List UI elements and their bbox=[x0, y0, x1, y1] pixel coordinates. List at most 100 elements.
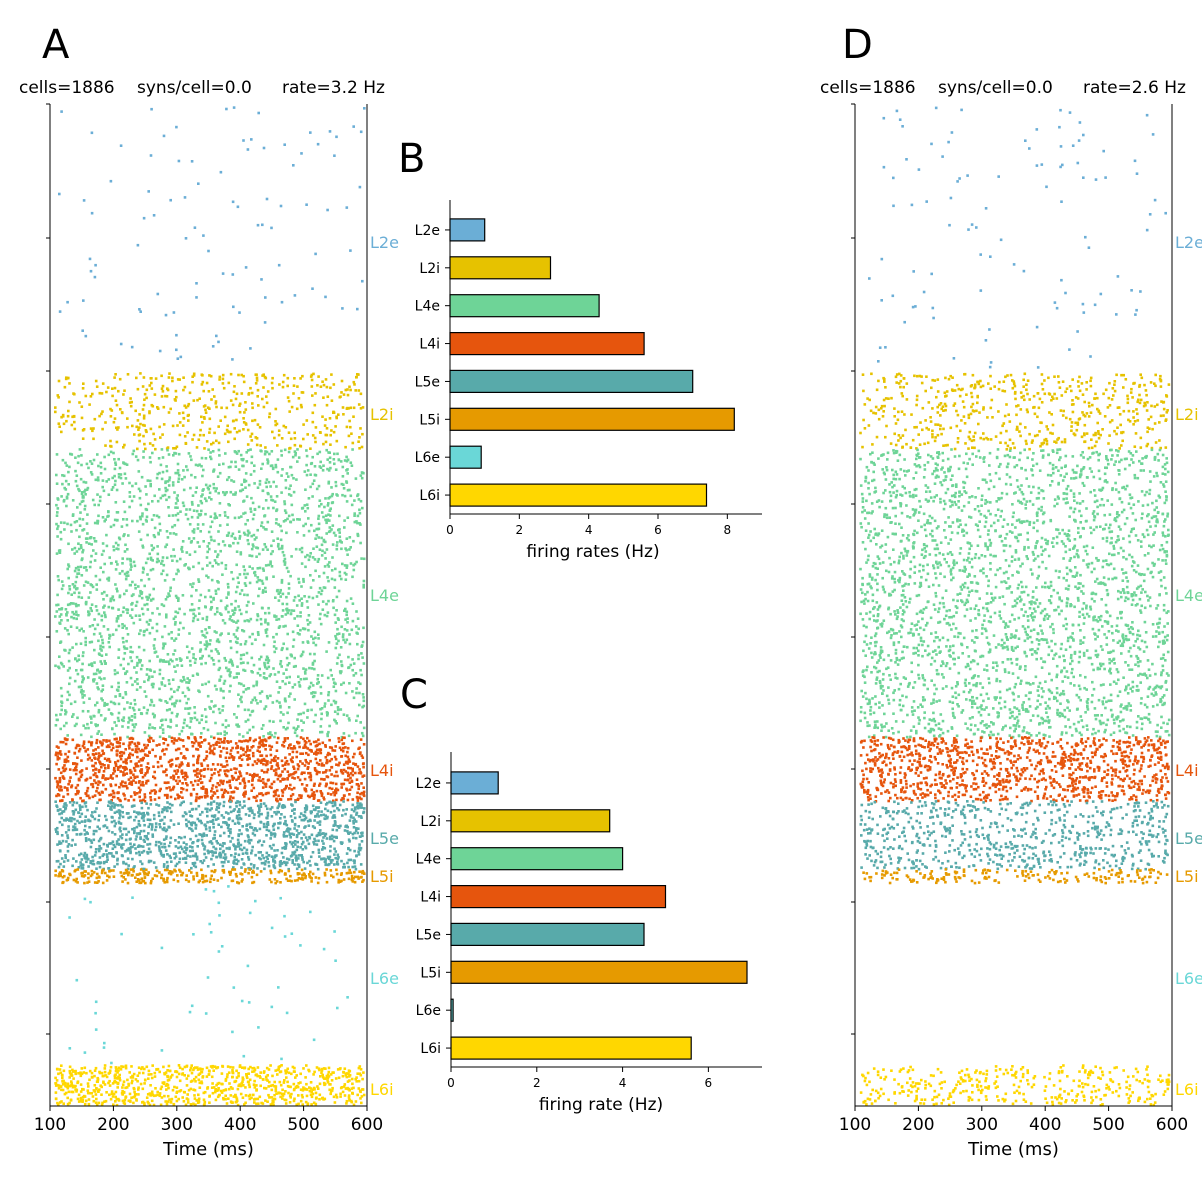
spike-dot bbox=[242, 500, 245, 503]
spike-dot bbox=[119, 829, 122, 833]
spike-dot bbox=[76, 792, 80, 795]
spike-dot bbox=[301, 506, 305, 510]
spike-dot bbox=[240, 612, 243, 616]
spike-dot bbox=[336, 706, 340, 709]
spike-dot bbox=[163, 815, 166, 819]
spike-dot bbox=[316, 812, 319, 816]
spike-dot bbox=[235, 746, 238, 750]
spike-dot bbox=[346, 553, 349, 556]
spike-dot bbox=[67, 542, 70, 546]
spike-dot bbox=[98, 499, 102, 503]
spike-dot bbox=[135, 792, 139, 795]
spike-dot bbox=[340, 660, 343, 663]
spike-dot bbox=[291, 756, 294, 759]
spike-dot bbox=[158, 672, 162, 676]
spike-dot bbox=[130, 805, 134, 808]
spike-dot bbox=[213, 395, 216, 398]
spike-dot bbox=[75, 528, 78, 532]
spike-dot bbox=[166, 448, 169, 452]
spike-dot bbox=[104, 787, 108, 791]
spike-dot bbox=[328, 495, 332, 499]
spike-dot bbox=[174, 447, 177, 450]
spike-dot bbox=[98, 798, 101, 802]
spike-dot bbox=[234, 848, 237, 851]
spike-dot bbox=[133, 831, 136, 835]
spike-dot bbox=[271, 467, 275, 471]
spike-dot bbox=[59, 713, 62, 716]
spike-dot bbox=[176, 494, 179, 497]
spike-dot bbox=[133, 818, 136, 822]
spike-dot bbox=[254, 382, 258, 385]
spike-dot bbox=[258, 776, 261, 779]
spike-dot bbox=[333, 586, 337, 589]
spike-dot bbox=[247, 619, 251, 623]
spike-dot bbox=[119, 770, 122, 773]
spike-dot bbox=[74, 610, 78, 614]
spike-dot bbox=[271, 430, 274, 434]
spike-dot bbox=[190, 458, 193, 462]
spike-dot bbox=[355, 795, 359, 799]
spike-dot bbox=[141, 512, 144, 515]
spike-dot bbox=[152, 546, 156, 550]
spike-dot bbox=[210, 787, 214, 790]
spike-dot bbox=[330, 861, 333, 864]
spike-dot bbox=[56, 394, 60, 397]
spike-dot bbox=[91, 752, 95, 756]
spike-dot bbox=[308, 795, 311, 799]
spike-dot bbox=[138, 308, 141, 311]
spike-dot bbox=[191, 608, 194, 612]
spike-dot bbox=[75, 642, 78, 646]
spike-dot bbox=[237, 449, 240, 453]
spike-dot bbox=[330, 429, 333, 432]
spike-dot bbox=[349, 597, 353, 600]
spike-dot bbox=[138, 853, 141, 857]
spike-dot bbox=[176, 378, 180, 381]
spike-dot bbox=[309, 462, 313, 466]
spike-dot bbox=[205, 791, 209, 794]
spike-dot bbox=[106, 777, 110, 780]
spike-dot bbox=[131, 580, 134, 584]
spike-dot bbox=[174, 779, 178, 783]
spike-dot bbox=[351, 798, 355, 801]
spike-dot bbox=[213, 684, 217, 688]
spike-dot bbox=[324, 540, 327, 544]
spike-dot bbox=[219, 689, 223, 692]
spike-dot bbox=[266, 657, 270, 660]
spike-dot bbox=[169, 198, 172, 202]
spike-dot bbox=[171, 702, 174, 706]
spike-dot bbox=[293, 377, 296, 380]
spike-dot bbox=[226, 791, 230, 794]
spike-dot bbox=[284, 682, 287, 686]
spike-dot bbox=[128, 742, 132, 746]
spike-dot bbox=[199, 833, 203, 837]
spike-dot bbox=[115, 628, 118, 632]
spike-dot bbox=[161, 827, 165, 831]
spike-dot bbox=[141, 775, 145, 779]
spike-dot bbox=[246, 519, 249, 522]
spike-dot bbox=[157, 804, 161, 807]
spike-dot bbox=[224, 772, 227, 776]
spike-dot bbox=[343, 564, 347, 567]
spike-dot bbox=[65, 817, 68, 820]
spike-dot bbox=[339, 395, 342, 398]
spike-dot bbox=[267, 732, 270, 735]
spike-dot bbox=[337, 589, 341, 593]
spike-dot bbox=[344, 754, 347, 758]
spike-dot bbox=[176, 469, 180, 472]
spike-dot bbox=[318, 833, 322, 837]
spike-dot bbox=[248, 749, 252, 752]
spike-dot bbox=[71, 499, 75, 502]
spike-dot bbox=[316, 384, 319, 387]
spike-dot bbox=[350, 628, 354, 632]
spike-dot bbox=[220, 561, 224, 565]
spike-dot bbox=[135, 376, 138, 380]
spike-dot bbox=[262, 146, 266, 150]
spike-dot bbox=[208, 431, 211, 434]
spike-dot bbox=[195, 798, 198, 802]
spike-dot bbox=[276, 788, 279, 792]
spike-dot bbox=[152, 432, 155, 436]
spike-dot bbox=[117, 656, 120, 659]
spike-dot bbox=[279, 595, 282, 598]
spike-dot bbox=[180, 787, 183, 790]
spike-dot bbox=[114, 373, 117, 376]
